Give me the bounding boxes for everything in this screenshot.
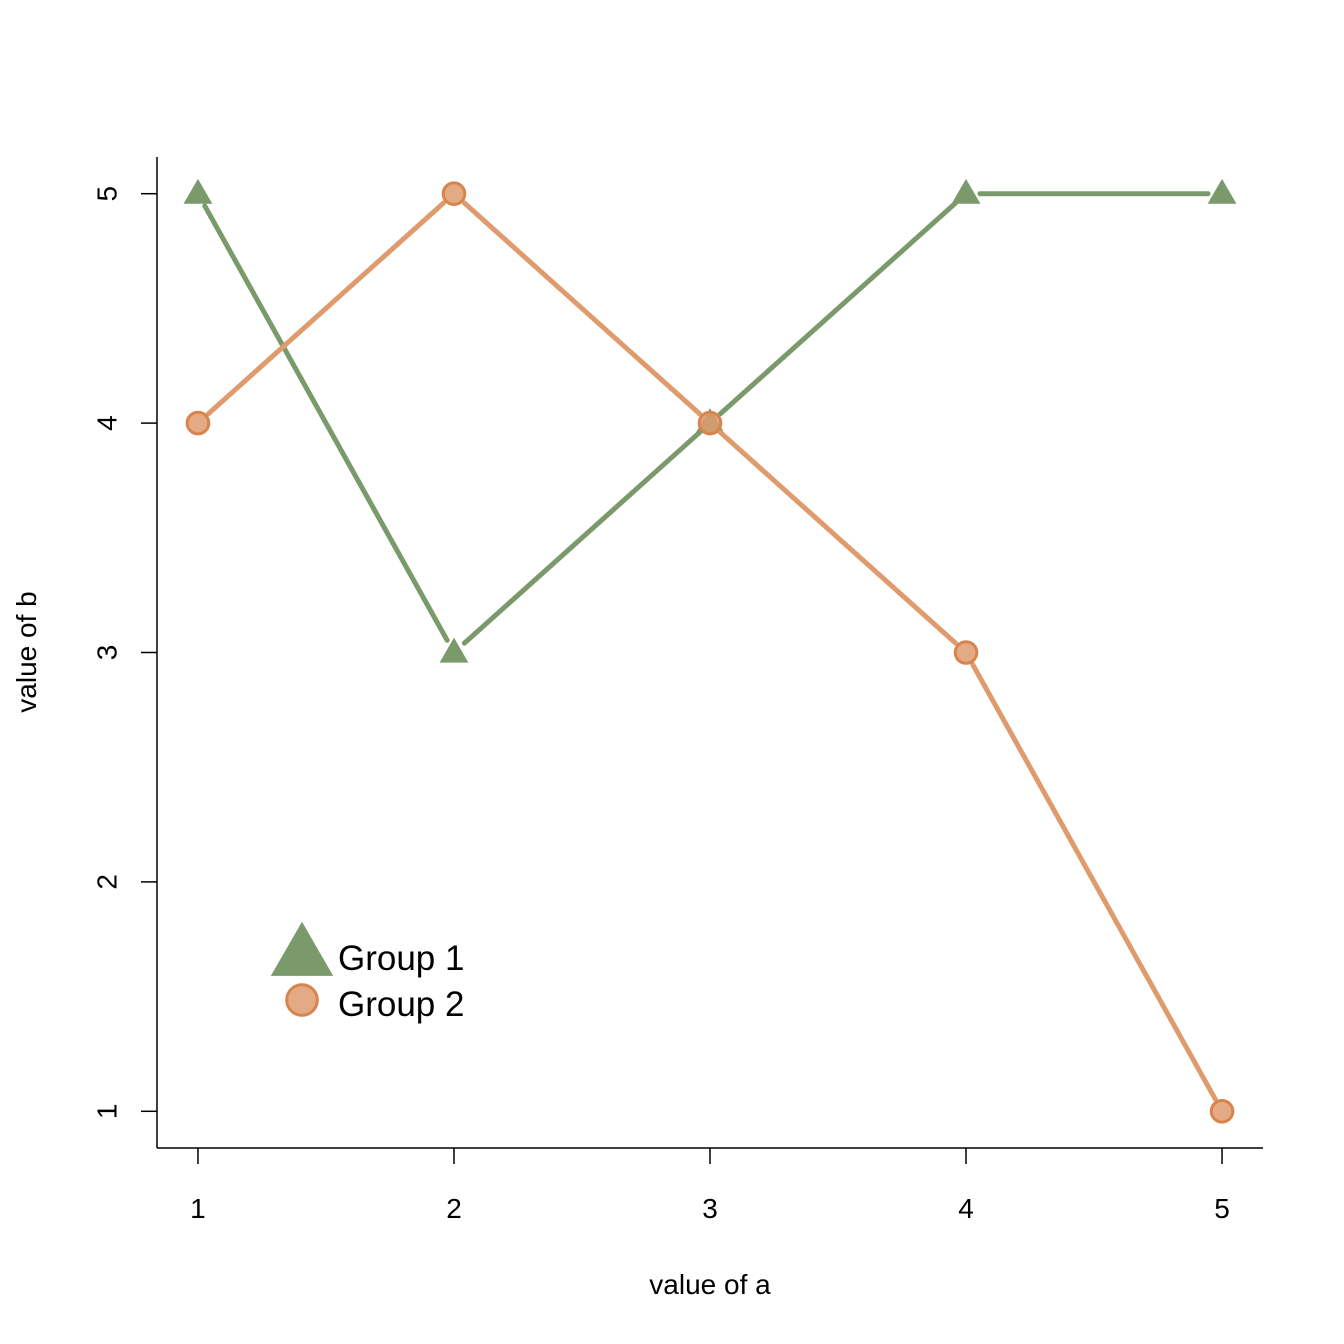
series-2-segment-3 — [717, 429, 959, 646]
y-axis-title: value of b — [11, 591, 42, 712]
series-1-point-4 — [951, 178, 981, 204]
series-2-point-1 — [185, 410, 211, 436]
axes: 1 2 3 4 5 1 2 3 4 5 — [91, 157, 1263, 1224]
y-tick-label-3: 3 — [91, 645, 122, 661]
y-tick-label-4: 4 — [91, 415, 122, 431]
x-tick-label-4: 4 — [958, 1193, 974, 1224]
legend-marker-2 — [285, 983, 319, 1017]
y-tick-label-2: 2 — [91, 874, 122, 890]
series-1-point-1 — [183, 178, 213, 204]
series-2-segment-4 — [970, 662, 1218, 1102]
series-2-point-4 — [953, 640, 979, 665]
series-2-point-3 — [697, 410, 723, 436]
x-axis-title: value of a — [649, 1269, 771, 1300]
x-tick-label-3: 3 — [702, 1193, 718, 1224]
series-1-segment-1 — [202, 203, 450, 643]
y-tick-label-1: 1 — [91, 1104, 122, 1120]
legend-label-2: Group 2 — [338, 985, 464, 1024]
series-2 — [185, 181, 1235, 1124]
series-2-segment-2 — [461, 200, 703, 417]
series-1-segment-3 — [717, 200, 959, 417]
series-1-point-5 — [1207, 178, 1237, 204]
x-tick-label-2: 2 — [446, 1193, 462, 1224]
legend-label-1: Group 1 — [338, 939, 464, 978]
legend: Group 1 Group 2 — [270, 921, 464, 1024]
x-tick-label-1: 1 — [190, 1193, 206, 1224]
series-2-point-5 — [1209, 1098, 1235, 1124]
y-tick-label-5: 5 — [91, 186, 122, 202]
series-1-segment-2 — [461, 429, 703, 646]
series-layer — [183, 178, 1237, 1124]
series-1 — [183, 178, 1237, 663]
series-2-point-2 — [441, 181, 467, 207]
legend-marker-1 — [270, 921, 334, 976]
series-1-point-2 — [439, 637, 469, 663]
x-tick-label-5: 5 — [1214, 1193, 1230, 1224]
series-2-segment-1 — [205, 200, 447, 417]
